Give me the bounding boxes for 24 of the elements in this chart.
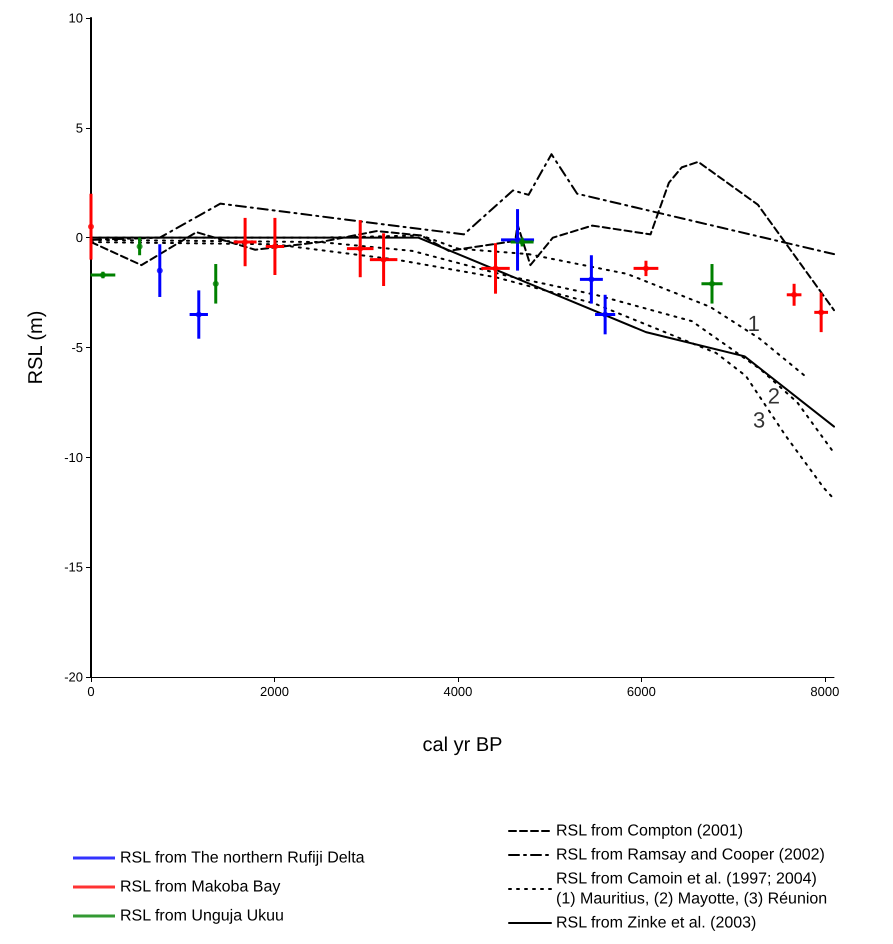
annotation: 2 — [768, 383, 780, 408]
x-tick-label: 8000 — [810, 684, 840, 699]
y-tick-label: -15 — [64, 560, 83, 575]
x-tick-label: 4000 — [443, 684, 472, 699]
x-tick-label: 6000 — [626, 684, 656, 699]
x-tick-label: 0 — [87, 684, 95, 699]
y-tick-label: 10 — [68, 10, 83, 26]
legend-label: RSL from Makoba Bay — [120, 878, 280, 896]
legend-label: RSL from Camoin et al. (1997; 2004) (1) Mauritius, (2) Mayotte, (3) Réunion — [556, 870, 828, 908]
y-tick-label: -10 — [64, 450, 83, 465]
y-axis-title: RSL (m) — [25, 310, 47, 384]
legend-label: RSL from Zinke et al. (2003) — [556, 914, 756, 932]
y-tick-label: 0 — [76, 230, 83, 246]
annotation: 1 — [748, 310, 760, 336]
legend-label: RSL from Ramsay and Cooper (2002) — [556, 846, 825, 864]
x-tick-label: 2000 — [260, 684, 289, 699]
x-axis-title: cal yr BP — [422, 734, 503, 756]
legend-label: RSL from Unguja Ukuu — [120, 908, 284, 924]
annotation: 3 — [753, 407, 766, 432]
y-tick-label: -20 — [64, 670, 83, 684]
legend-label: RSL from The northern Rufiji Delta — [120, 850, 365, 866]
y-tick-label: 5 — [76, 120, 83, 136]
y-tick-label: -5 — [71, 340, 83, 355]
legend-label: RSL from Compton (2001) — [556, 822, 744, 840]
